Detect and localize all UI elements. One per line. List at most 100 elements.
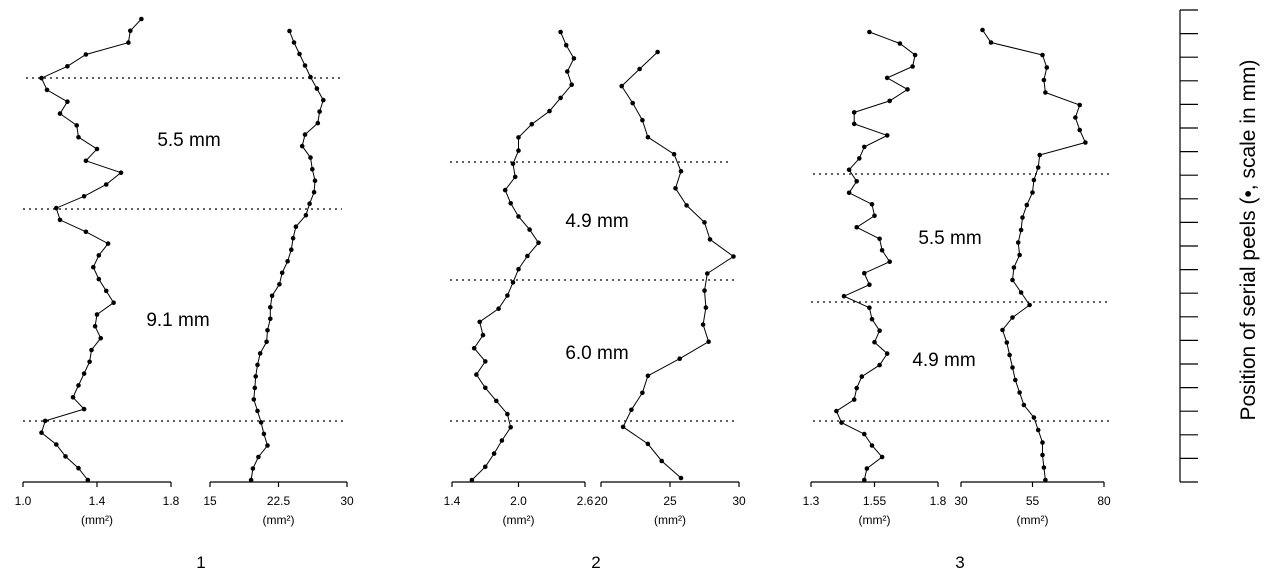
- data-point: [290, 235, 296, 241]
- x-tick-label: 80: [1097, 494, 1111, 508]
- data-point: [317, 109, 322, 114]
- data-point: [516, 135, 521, 140]
- data-point: [312, 178, 318, 183]
- data-point: [859, 374, 865, 379]
- data-point: [1010, 365, 1015, 370]
- data-point: [250, 466, 256, 471]
- data-point: [910, 64, 915, 69]
- panel-label-3: 3: [955, 553, 964, 572]
- data-point: [525, 253, 530, 259]
- data-point: [645, 373, 651, 379]
- interval-annotation: 5.5 mm: [918, 228, 981, 249]
- data-point: [884, 133, 890, 138]
- data-point: [54, 442, 59, 447]
- data-point: [508, 201, 513, 206]
- profile-panel-3-right: [980, 27, 1088, 483]
- profile-panel-3-left: [834, 29, 918, 483]
- data-point: [1007, 352, 1012, 358]
- data-point: [85, 477, 91, 483]
- data-point: [1040, 452, 1045, 458]
- x-axis-unit-label: (mm²): [859, 513, 891, 527]
- data-point: [1000, 327, 1005, 333]
- data-point: [1021, 402, 1027, 408]
- data-point: [630, 100, 635, 106]
- x-tick-label: 30: [954, 494, 968, 508]
- data-point: [857, 156, 862, 161]
- data-point: [867, 282, 872, 288]
- x-tick-label: 1.4: [89, 494, 106, 508]
- data-point: [103, 288, 109, 294]
- data-point: [516, 148, 521, 153]
- x-tick-label: 30: [340, 494, 354, 508]
- data-point: [279, 270, 285, 276]
- data-point: [76, 134, 81, 140]
- data-point: [1020, 215, 1025, 220]
- data-point: [884, 351, 890, 356]
- data-point: [474, 372, 479, 377]
- data-point: [1035, 427, 1041, 433]
- data-point: [257, 351, 263, 356]
- profile-panel-2-right: [619, 49, 736, 481]
- data-point: [505, 411, 510, 417]
- data-point: [255, 408, 260, 414]
- series-line: [621, 51, 735, 479]
- data-point: [1035, 165, 1041, 170]
- data-point: [139, 16, 144, 22]
- data-point: [256, 454, 261, 460]
- x-axis-panel-3: 1.4 2.0 2.6 (mm²): [444, 481, 594, 527]
- data-point: [302, 63, 308, 68]
- x-axis-unit-label: (mm²): [81, 513, 113, 527]
- x-axis-panel-5: 1.3 1.55 1.8 (mm²): [803, 481, 947, 527]
- data-point: [1043, 90, 1048, 95]
- data-point: [307, 201, 312, 206]
- data-point: [94, 146, 100, 152]
- data-point: [862, 477, 867, 483]
- data-point: [105, 241, 111, 246]
- data-point: [494, 398, 499, 404]
- data-point: [311, 189, 317, 195]
- data-point: [1037, 152, 1042, 158]
- x-tick-label: 55: [1026, 494, 1040, 508]
- data-point: [70, 395, 76, 400]
- data-point: [255, 362, 260, 368]
- data-point: [96, 253, 102, 258]
- x-tick-label: 1.3: [803, 494, 820, 508]
- data-point: [629, 407, 634, 413]
- data-point: [491, 451, 497, 456]
- data-point: [287, 28, 292, 34]
- data-point: [1010, 277, 1015, 283]
- data-point: [261, 431, 267, 437]
- data-point: [248, 477, 254, 483]
- data-point: [252, 385, 258, 391]
- data-point: [480, 332, 486, 338]
- data-point: [851, 121, 857, 127]
- data-point: [54, 205, 59, 211]
- interval-annotation: 5.5 mm: [157, 130, 220, 151]
- data-point: [128, 28, 133, 34]
- data-point: [1030, 190, 1035, 195]
- data-point: [126, 40, 131, 45]
- data-point: [655, 49, 660, 55]
- x-tick-label: 1.0: [15, 494, 32, 508]
- data-point: [516, 266, 521, 272]
- data-point: [684, 203, 689, 208]
- data-point: [89, 347, 94, 353]
- data-point: [879, 454, 885, 460]
- data-point: [118, 170, 124, 175]
- data-point: [76, 465, 81, 471]
- data-point: [884, 75, 890, 81]
- data-point: [253, 374, 258, 379]
- data-point: [103, 182, 109, 187]
- data-point: [869, 202, 875, 207]
- data-point: [1073, 115, 1078, 120]
- data-point: [877, 236, 882, 242]
- data-point: [834, 408, 839, 414]
- data-point: [877, 362, 882, 368]
- panel-label-1: 1: [196, 553, 205, 572]
- data-point: [1040, 52, 1045, 58]
- series-line: [40, 18, 142, 481]
- data-point: [321, 97, 326, 103]
- data-point: [1017, 390, 1022, 395]
- data-point: [619, 83, 624, 89]
